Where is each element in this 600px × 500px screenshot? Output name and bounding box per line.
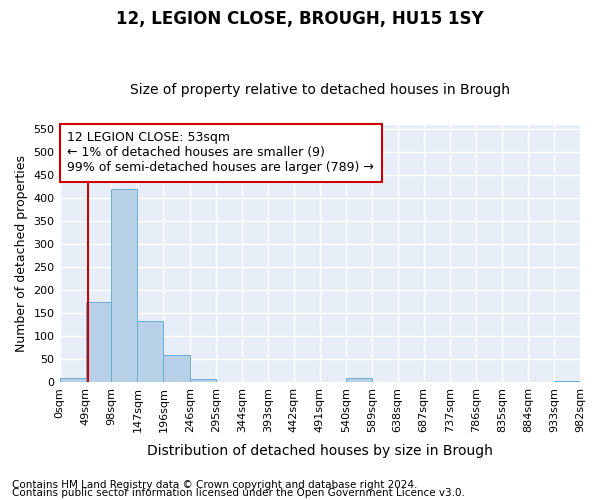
Bar xyxy=(59,378,86,382)
Bar xyxy=(86,302,112,382)
X-axis label: Distribution of detached houses by size in Brough: Distribution of detached houses by size … xyxy=(147,444,493,458)
Text: Contains public sector information licensed under the Open Government Licence v3: Contains public sector information licen… xyxy=(12,488,465,498)
Bar xyxy=(112,189,137,382)
Text: 12 LEGION CLOSE: 53sqm
← 1% of detached houses are smaller (9)
99% of semi-detac: 12 LEGION CLOSE: 53sqm ← 1% of detached … xyxy=(67,131,374,174)
Bar xyxy=(163,355,190,382)
Title: Size of property relative to detached houses in Brough: Size of property relative to detached ho… xyxy=(130,83,510,97)
Y-axis label: Number of detached properties: Number of detached properties xyxy=(15,155,28,352)
Text: Contains HM Land Registry data © Crown copyright and database right 2024.: Contains HM Land Registry data © Crown c… xyxy=(12,480,418,490)
Bar xyxy=(190,378,216,382)
Bar xyxy=(346,378,372,382)
Bar xyxy=(137,321,163,382)
Bar xyxy=(554,381,580,382)
Text: 12, LEGION CLOSE, BROUGH, HU15 1SY: 12, LEGION CLOSE, BROUGH, HU15 1SY xyxy=(116,10,484,28)
